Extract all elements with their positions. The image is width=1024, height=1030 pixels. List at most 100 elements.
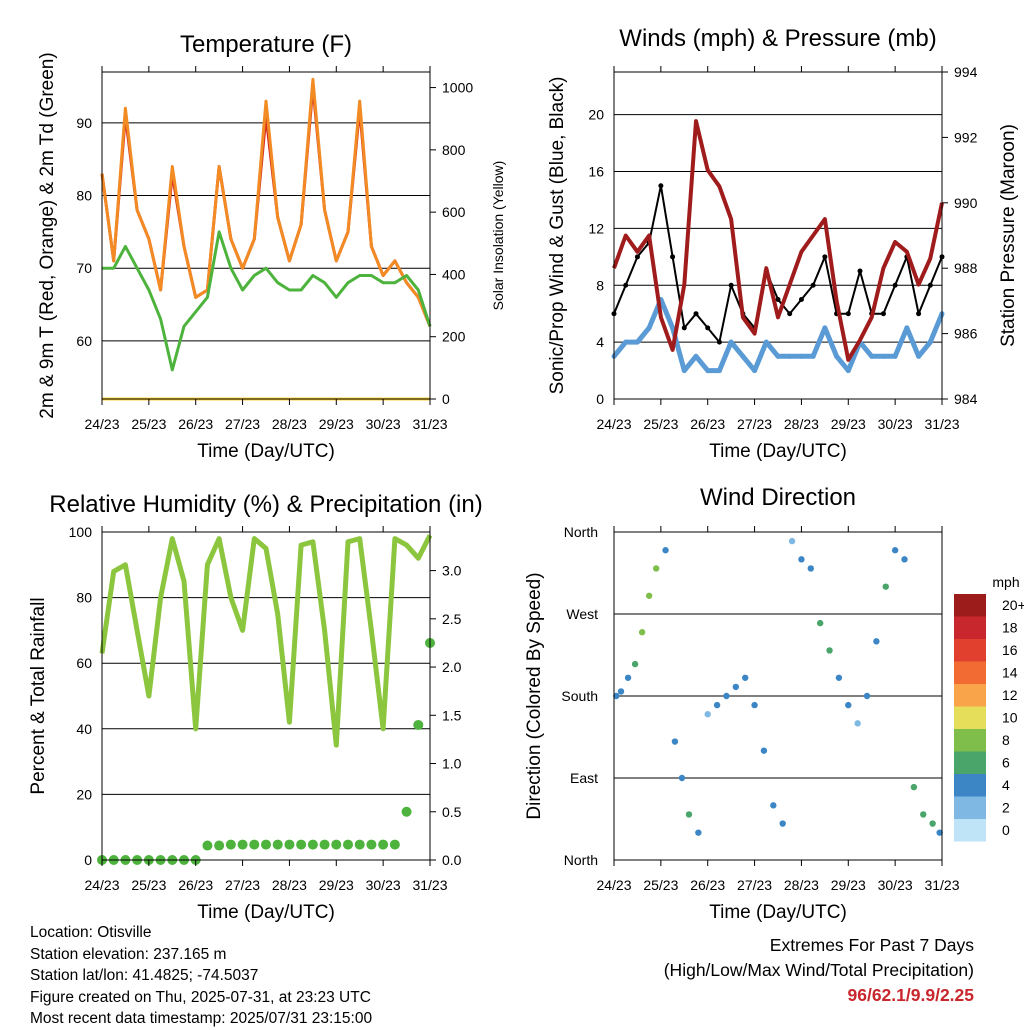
y-right-tick-label: 990 <box>954 195 978 211</box>
legend-label: 10 <box>1002 710 1018 726</box>
direction-point <box>807 565 814 572</box>
legend-swatch <box>954 729 986 752</box>
location-text: Location: Otisville <box>30 924 152 941</box>
x-tick-label: 28/23 <box>272 416 307 432</box>
created-text: Figure created on Thu, 2025-07-31, at 23… <box>30 988 371 1006</box>
y-right-tick-label: 1000 <box>442 80 473 96</box>
y-right-axis-label: Solar Insolation (Yellow) <box>490 161 506 311</box>
chart-panel-3 <box>97 531 436 865</box>
legend-label: 20+ <box>1002 597 1024 613</box>
chart-title: Temperature (F) <box>180 31 352 58</box>
y-tick-label: 60 <box>76 655 92 671</box>
chart-panel-4 <box>613 531 986 861</box>
plot-frame <box>613 531 943 861</box>
x-tick-label: 24/23 <box>596 416 631 432</box>
legend-swatch <box>954 616 986 639</box>
y-tick-label: 0 <box>596 391 604 407</box>
x-tick-label: 26/23 <box>690 416 725 432</box>
data-point <box>296 839 307 850</box>
y-right-tick-label: 1.5 <box>442 707 462 723</box>
legend-title: mph <box>992 574 1019 590</box>
y-right-tick-label: 986 <box>954 326 978 342</box>
y-axis-label: 2m & 9m T (Red, Orange) & 2m Td (Green) <box>37 52 58 418</box>
x-tick-label: 31/23 <box>412 877 447 893</box>
direction-point <box>652 565 660 572</box>
x-tick-label: 24/23 <box>84 877 119 893</box>
x-tick-label: 28/23 <box>272 877 307 893</box>
x-tick-label: 30/23 <box>366 877 401 893</box>
legend-label: 6 <box>1002 755 1010 771</box>
data-point <box>261 839 271 850</box>
direction-point <box>826 647 833 654</box>
legend-swatch <box>954 661 986 684</box>
legend-swatch <box>954 796 986 819</box>
series-line <box>99 534 433 748</box>
x-tick-label: 25/23 <box>643 416 678 432</box>
chart-title: Winds (mph) & Pressure (mb) <box>619 25 936 52</box>
legend-swatch <box>954 706 986 729</box>
legend-label: 14 <box>1002 665 1018 681</box>
y-tick-label: West <box>566 606 598 622</box>
legend-swatch <box>954 774 986 797</box>
data-point <box>319 839 330 850</box>
y-tick-label: 40 <box>76 721 92 737</box>
direction-point <box>742 674 749 681</box>
direction-point <box>685 811 693 818</box>
y-tick-label: 12 <box>588 220 604 236</box>
data-point <box>413 719 424 730</box>
y-right-tick-label: 200 <box>442 329 466 345</box>
y-tick-label: 20 <box>76 786 92 802</box>
latlon-text: Station lat/lon: 41.4825; -74.5037 <box>30 967 259 984</box>
direction-point <box>671 738 679 745</box>
x-tick-label: 28/23 <box>784 416 819 432</box>
x-tick-label: 29/23 <box>319 416 354 432</box>
direction-point <box>704 711 711 718</box>
series-line <box>100 77 432 327</box>
extremes-title: Extremes For Past 7 Days <box>769 935 974 955</box>
direction-point <box>845 701 852 709</box>
y-tick-label: 16 <box>588 164 604 180</box>
data-point <box>389 839 400 850</box>
data-point <box>343 839 353 850</box>
x-tick-label: 27/23 <box>737 877 772 893</box>
x-tick-label: 26/23 <box>690 877 725 893</box>
data-point <box>272 839 283 850</box>
y-tick-label: North <box>564 852 598 868</box>
legend-swatch <box>954 594 986 617</box>
y-right-tick-label: 0.5 <box>442 804 462 820</box>
x-tick-label: 25/23 <box>643 877 678 893</box>
direction-point <box>638 629 646 636</box>
x-tick-label: 26/23 <box>178 416 213 432</box>
direction-point <box>901 556 908 563</box>
extremes-values: 96/62.1/9.9/2.25 <box>847 985 975 1005</box>
y-right-tick-label: 984 <box>954 391 978 407</box>
chart-panel-2 <box>611 71 948 400</box>
legend-label: 8 <box>1002 732 1010 748</box>
y-right-tick-label: 994 <box>954 64 978 80</box>
x-axis-label: Time (Day/UTC) <box>709 441 847 462</box>
direction-point <box>873 638 880 645</box>
series-line <box>613 184 943 344</box>
direction-point <box>779 820 786 827</box>
direction-point <box>929 820 936 827</box>
extremes-subtitle: (High/Low/Max Wind/Total Precipitation) <box>663 960 974 980</box>
legend-label: 4 <box>1002 777 1010 793</box>
x-axis-label: Time (Day/UTC) <box>197 902 335 923</box>
data-point <box>214 840 225 851</box>
direction-point <box>920 811 927 818</box>
direction-point <box>631 660 639 668</box>
extremes-box: Extremes For Past 7 Days (High/Low/Max W… <box>664 933 974 1008</box>
y-right-tick-label: 992 <box>954 129 978 145</box>
direction-point <box>788 537 796 545</box>
data-point <box>202 840 213 851</box>
elevation-text: Station elevation: 237.165 m <box>30 945 227 963</box>
y-tick-label: East <box>570 770 598 786</box>
y-tick-label: 80 <box>76 188 92 204</box>
legend-label: 0 <box>1002 822 1010 838</box>
x-tick-label: 24/23 <box>84 416 119 432</box>
direction-point <box>723 692 730 700</box>
y-axis-label: Percent & Total Rainfall <box>28 597 49 794</box>
direction-point <box>891 547 899 554</box>
y-tick-label: 100 <box>69 524 93 540</box>
y-right-axis-label: Station Pressure (Maroon) <box>998 124 1019 347</box>
